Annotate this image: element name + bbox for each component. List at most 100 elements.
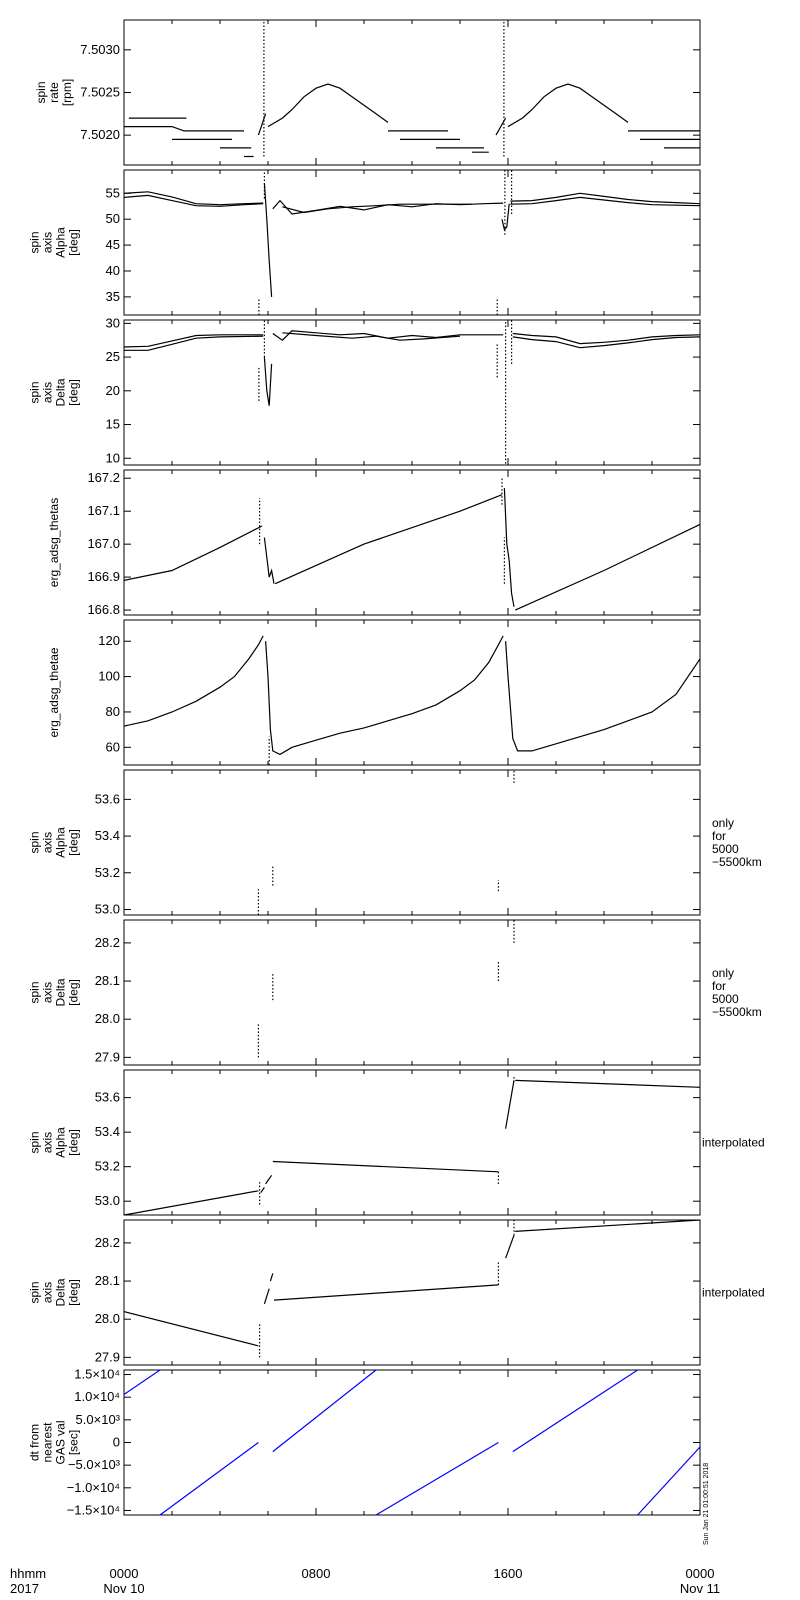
series-segment — [263, 182, 273, 297]
y-tick-label: 0 — [113, 1435, 120, 1450]
y-tick-label: 28.0 — [95, 1311, 120, 1326]
panel-frame — [123, 469, 701, 616]
y-tick-label: 5.0×10³ — [76, 1412, 121, 1427]
y-axis-label-line: erg_adsg_thetas — [47, 498, 61, 587]
y-axis-label-line: [deg] — [67, 979, 81, 1006]
y-tick-label: 28.1 — [95, 1273, 120, 1288]
panel-spin-axis-delta-only: 27.9 28.0 28.1 28.2 spin axis Delta [deg] onlyfo… — [28, 919, 762, 1066]
y-axis-label-line: GAS val — [54, 1420, 68, 1464]
y-axis-label-line: [deg] — [67, 229, 81, 256]
panel-frame — [123, 919, 701, 1066]
series-segment — [123, 334, 264, 348]
y-axis-label: spin rate [rpm] — [34, 79, 74, 106]
panel-spin-axis-alpha-interp: 53.0 53.2 53.4 53.6 spin axis Alpha [deg] interp… — [28, 1069, 765, 1216]
panel-spin-axis-alpha-only: 53.0 53.2 53.4 53.6 spin axis Alpha [deg] onlyfo… — [28, 769, 762, 916]
series-segment — [123, 525, 263, 581]
y-axis-label: spin axis Alpha [deg] — [28, 227, 81, 258]
series-segment — [512, 1369, 638, 1453]
series-segment — [272, 1160, 499, 1173]
y-tick-label: 1.5×10⁴ — [74, 1367, 120, 1382]
y-tick-label: 100 — [98, 669, 120, 684]
series-segment — [267, 83, 389, 128]
series-segment — [123, 191, 264, 206]
y-tick-label: 7.5020 — [80, 127, 120, 142]
panel-note-line: 5000 — [712, 842, 739, 856]
y-tick-label: 53.4 — [95, 828, 120, 843]
panel-note-line: only — [712, 816, 734, 830]
series-segment — [159, 1442, 259, 1516]
y-axis-label-line: spin — [28, 981, 42, 1003]
y-axis-label-line: axis — [41, 232, 55, 253]
y-tick-label: 30 — [106, 315, 120, 330]
panel-note-line: −5500km — [712, 855, 762, 869]
y-tick-label: 28.2 — [95, 935, 120, 950]
series-segment — [260, 1187, 265, 1193]
y-tick-label: 40 — [106, 263, 120, 278]
y-tick-label: 53.0 — [95, 901, 120, 916]
panel-note-line: interpolated — [702, 1136, 765, 1150]
y-axis-label: dt from nearest GAS val [sec] — [28, 1420, 81, 1464]
y-tick-label: 35 — [106, 289, 120, 304]
y-axis-label-line: [deg] — [67, 1129, 81, 1156]
series-segment — [263, 1288, 270, 1305]
series-segment — [514, 523, 701, 611]
x-tick-sublabel-0: Nov 10 — [103, 1581, 144, 1596]
y-tick-label: 28.0 — [95, 1011, 120, 1026]
y-tick-label: 166.9 — [87, 569, 120, 584]
y-axis-label-line: Delta — [54, 1278, 68, 1306]
y-axis-label-line: axis — [41, 982, 55, 1003]
series-segment — [265, 635, 504, 756]
y-axis-label: erg_adsg_thetae — [47, 647, 61, 737]
y-axis-label-line: Delta — [54, 378, 68, 406]
x-units-label-line1: hhmm — [10, 1566, 46, 1581]
y-tick-label: 20 — [106, 383, 120, 398]
y-axis-label-line: spin — [28, 231, 42, 253]
series-segment — [273, 1284, 499, 1301]
series-segment — [375, 1441, 499, 1516]
series-segment — [282, 203, 472, 214]
y-axis-label-line: Alpha — [54, 1127, 68, 1158]
series-segment — [123, 1369, 161, 1395]
y-axis-label-line: spin — [28, 1131, 42, 1153]
panel-dt-from-nearest: −1.5×10⁴ −1.0×10⁴ −5.0×10³ 0 5.0×10³ 1.0×10⁴ 1… — [28, 1367, 701, 1517]
panel-note-line: only — [712, 966, 734, 980]
series-segment — [123, 194, 264, 207]
series-segment — [124, 125, 244, 132]
y-axis-label-line: axis — [41, 832, 55, 853]
panel-erg-adsg-thetas: 166.8 166.9 167.0 167.1 167.2 erg_adsg_thetas — [47, 469, 701, 617]
y-axis-label-line: axis — [41, 1282, 55, 1303]
series-segment — [512, 332, 701, 345]
y-axis-label-line: [deg] — [67, 1279, 81, 1306]
y-tick-label: 28.2 — [95, 1235, 120, 1250]
series-segment — [282, 332, 461, 341]
y-axis-label-line: dt from — [28, 1424, 42, 1461]
y-axis-label-line: axis — [41, 382, 55, 403]
y-tick-label: 53.2 — [95, 865, 120, 880]
panel-spin-axis-delta: 10 15 20 25 30 spin axis Delta [deg] — [28, 315, 701, 466]
y-tick-label: 15 — [106, 417, 120, 432]
series-segment — [505, 1235, 515, 1259]
x-units-label-line2: 2017 — [10, 1581, 39, 1596]
y-tick-label: 53.2 — [95, 1159, 120, 1174]
y-tick-label: 53.4 — [95, 1124, 120, 1139]
panel-erg-adsg-thetae: 60 80 100 120 erg_adsg_thetae — [47, 619, 701, 766]
y-tick-label: 55 — [106, 185, 120, 200]
y-axis-label-line: [sec] — [67, 1430, 81, 1455]
y-axis-label-line: nearest — [41, 1422, 55, 1463]
series-segment — [265, 1174, 273, 1185]
series-segment — [505, 1080, 515, 1129]
y-tick-label: −5.0×10³ — [68, 1457, 121, 1472]
x-axis: hhmm 2017 0000 Nov 10 0800 1600 0000 Nov… — [10, 1566, 720, 1596]
y-tick-label: −1.0×10⁴ — [67, 1480, 120, 1495]
y-axis-label: spin axis Alpha [deg] — [28, 1127, 81, 1158]
y-axis-label-line: erg_adsg_thetae — [47, 647, 61, 737]
series-segment — [269, 1273, 274, 1282]
series-segment — [123, 1190, 259, 1216]
series-segment — [263, 357, 273, 406]
y-tick-label: 7.5030 — [80, 42, 120, 57]
y-tick-label: 45 — [106, 237, 120, 252]
y-tick-label: 28.1 — [95, 973, 120, 988]
x-tick-label-2: 1600 — [494, 1566, 523, 1581]
